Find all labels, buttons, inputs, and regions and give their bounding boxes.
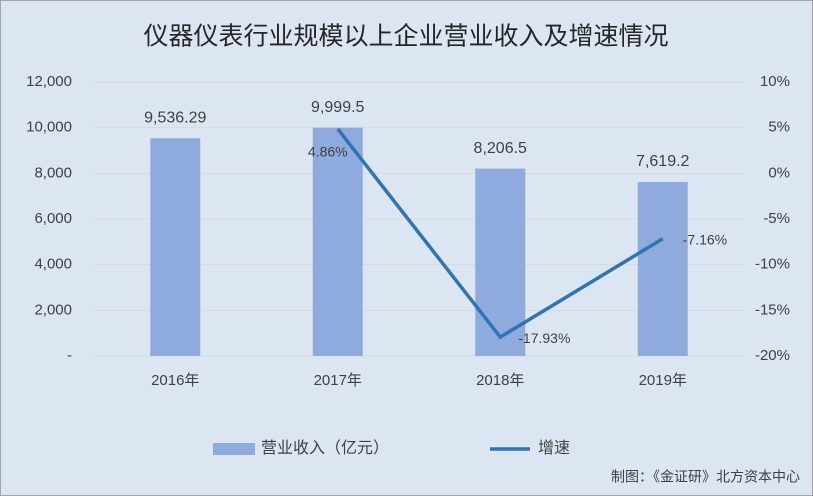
y-tick-label: 4,000 [34,256,72,273]
legend-label: 营业收入（亿元） [261,439,389,457]
value-label: -7.16% [683,231,727,247]
x-tick-label: 2016年 [151,372,199,389]
x-tick-label: 2018年 [476,372,524,389]
source-note: 制图：《金证研》北方资本中心 [611,469,800,485]
value-label: 7,619.2 [636,153,689,170]
x-tick-label: 2017年 [314,372,362,389]
y2-tick-label: -5% [763,210,790,227]
bar [150,138,201,356]
value-label: 9,536.29 [144,109,206,126]
y2-tick-label: 5% [768,119,790,136]
legend-swatch [213,443,255,455]
y-tick-label: 2,000 [34,301,72,318]
value-label: 4.86% [308,144,348,160]
bar [312,127,363,356]
x-tick-label: 2019年 [639,372,687,389]
y2-tick-label: -10% [755,256,790,273]
y-tick-label: 6,000 [34,210,72,227]
y-tick-label: 10,000 [26,119,72,136]
value-label: 8,206.5 [474,140,527,157]
value-label: -17.93% [518,330,570,346]
y2-tick-label: 10% [760,73,790,90]
y-tick-label: 12,000 [26,73,72,90]
bar [475,168,526,356]
line [336,127,664,340]
y2-tick-label: 0% [768,164,790,181]
y2-tick-label: -15% [755,301,790,318]
y2-tick-label: -20% [755,347,790,364]
value-label: 9,999.5 [311,99,364,116]
legend-label: 增速 [538,439,570,457]
y-tick-label: - [67,347,72,364]
chart-title: 仪器仪表行业规模以上企业营业收入及增速情况 [143,23,668,51]
y-tick-label: 8,000 [34,164,72,181]
bar [637,182,688,356]
